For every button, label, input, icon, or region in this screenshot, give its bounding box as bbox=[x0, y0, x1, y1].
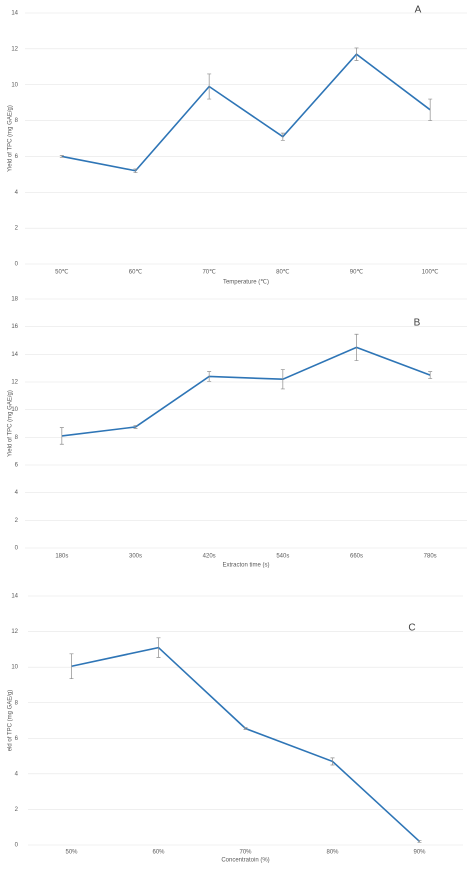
y-tick-label: 4 bbox=[15, 771, 19, 777]
error-bar bbox=[330, 757, 335, 766]
y-tick-label: 12 bbox=[11, 46, 18, 52]
x-axis-label: Concentratoin (%) bbox=[221, 858, 269, 864]
x-tick-label: 90% bbox=[413, 850, 426, 856]
x-tick-label: 90℃ bbox=[350, 270, 364, 276]
error-bar bbox=[59, 155, 64, 158]
panel-label: C bbox=[408, 623, 415, 634]
panel-label: B bbox=[414, 318, 421, 329]
x-tick-label: 80% bbox=[326, 850, 339, 856]
error-bar bbox=[417, 840, 422, 843]
x-tick-label: 780s bbox=[424, 554, 437, 560]
x-axis-label: Temperature (℃) bbox=[223, 280, 269, 286]
data-line bbox=[71, 646, 421, 843]
y-tick-label: 6 bbox=[15, 463, 19, 469]
y-tick-label: 16 bbox=[11, 324, 18, 330]
error-bar bbox=[428, 98, 433, 121]
y-tick-label: 12 bbox=[11, 629, 18, 635]
x-axis-label: Extracton time (s) bbox=[222, 563, 269, 569]
y-tick-label: 2 bbox=[15, 226, 19, 232]
y-axis-label: Yield of TPC (mg GAE/g) bbox=[8, 105, 14, 172]
x-tick-label: 300s bbox=[129, 554, 142, 560]
error-bar bbox=[280, 369, 285, 390]
x-tick-label: 80℃ bbox=[276, 270, 290, 276]
x-tick-label: 50℃ bbox=[55, 270, 69, 276]
y-tick-label: 6 bbox=[15, 736, 19, 742]
y-tick-label: 8 bbox=[15, 435, 19, 441]
x-tick-label: 70% bbox=[239, 850, 252, 856]
x-tick-label: 540s bbox=[276, 554, 289, 560]
data-line bbox=[61, 53, 431, 172]
y-tick-label: 10 bbox=[11, 82, 18, 88]
y-tick-label: 18 bbox=[11, 297, 18, 303]
x-tick-label: 100℃ bbox=[422, 270, 439, 276]
x-tick-label: 660s bbox=[350, 554, 363, 560]
y-tick-label: 14 bbox=[11, 11, 18, 17]
x-tick-label: 60℃ bbox=[129, 270, 143, 276]
error-bar bbox=[354, 47, 359, 61]
y-axis-label: Yield of TPC (mg GAE/g) bbox=[8, 390, 14, 457]
error-bar bbox=[280, 132, 285, 141]
data-line bbox=[61, 346, 431, 437]
x-tick-label: 70℃ bbox=[202, 270, 216, 276]
error-bar bbox=[133, 425, 138, 429]
x-tick-label: 50% bbox=[65, 850, 78, 856]
y-axis-label: eld of TPC (mg GAE/g) bbox=[8, 690, 14, 752]
error-bar bbox=[207, 371, 212, 382]
y-tick-label: 8 bbox=[15, 118, 19, 124]
x-tick-label: 180s bbox=[55, 554, 68, 560]
error-bar bbox=[354, 333, 359, 361]
y-tick-label: 14 bbox=[11, 352, 18, 358]
y-tick-label: 2 bbox=[15, 518, 19, 524]
y-tick-label: 0 bbox=[15, 262, 19, 268]
error-bar bbox=[156, 637, 161, 658]
y-tick-label: 4 bbox=[15, 490, 19, 496]
panel-label: A bbox=[415, 5, 422, 16]
y-tick-label: 10 bbox=[11, 407, 18, 413]
y-tick-label: 0 bbox=[15, 546, 19, 552]
y-tick-label: 4 bbox=[15, 190, 19, 196]
y-tick-label: 12 bbox=[11, 380, 18, 386]
y-tick-label: 14 bbox=[11, 594, 18, 600]
error-bar bbox=[207, 73, 212, 100]
y-tick-label: 8 bbox=[15, 700, 19, 706]
y-tick-label: 6 bbox=[15, 154, 19, 160]
x-tick-label: 420s bbox=[203, 554, 216, 560]
x-tick-label: 60% bbox=[152, 850, 165, 856]
error-bar bbox=[243, 727, 248, 730]
error-bar bbox=[133, 168, 138, 173]
y-tick-label: 2 bbox=[15, 807, 19, 813]
error-bar bbox=[428, 371, 433, 379]
y-tick-label: 10 bbox=[11, 665, 18, 671]
error-bar bbox=[69, 653, 74, 680]
error-bar bbox=[59, 427, 64, 445]
y-tick-label: 0 bbox=[15, 843, 19, 849]
